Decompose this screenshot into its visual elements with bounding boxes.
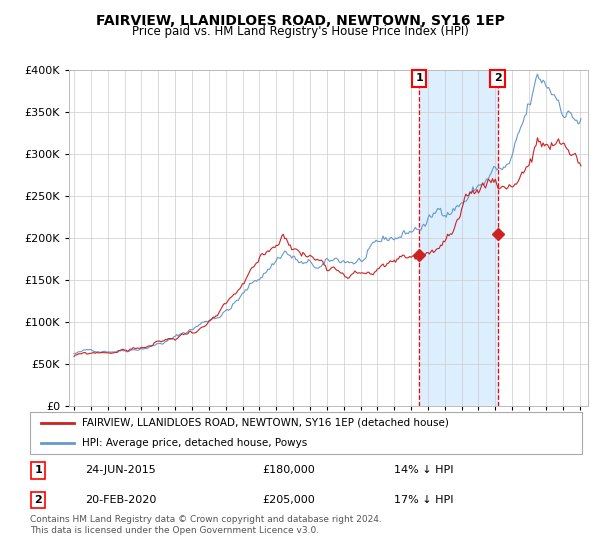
Text: Price paid vs. HM Land Registry's House Price Index (HPI): Price paid vs. HM Land Registry's House …	[131, 25, 469, 38]
Text: 20-FEB-2020: 20-FEB-2020	[85, 495, 157, 505]
Text: 24-JUN-2015: 24-JUN-2015	[85, 465, 156, 475]
Text: £205,000: £205,000	[262, 495, 314, 505]
Text: 1: 1	[34, 465, 42, 475]
Text: FAIRVIEW, LLANIDLOES ROAD, NEWTOWN, SY16 1EP: FAIRVIEW, LLANIDLOES ROAD, NEWTOWN, SY16…	[95, 14, 505, 28]
Text: HPI: Average price, detached house, Powys: HPI: Average price, detached house, Powy…	[82, 438, 308, 448]
Text: FAIRVIEW, LLANIDLOES ROAD, NEWTOWN, SY16 1EP (detached house): FAIRVIEW, LLANIDLOES ROAD, NEWTOWN, SY16…	[82, 418, 449, 428]
Text: 17% ↓ HPI: 17% ↓ HPI	[394, 495, 454, 505]
Text: 14% ↓ HPI: 14% ↓ HPI	[394, 465, 454, 475]
Text: 2: 2	[34, 495, 42, 505]
FancyBboxPatch shape	[30, 412, 582, 454]
Text: £180,000: £180,000	[262, 465, 314, 475]
Bar	[419, 70, 497, 406]
Text: 1: 1	[415, 73, 423, 83]
Text: 2: 2	[494, 73, 502, 83]
Text: Contains HM Land Registry data © Crown copyright and database right 2024.
This d: Contains HM Land Registry data © Crown c…	[30, 515, 382, 535]
